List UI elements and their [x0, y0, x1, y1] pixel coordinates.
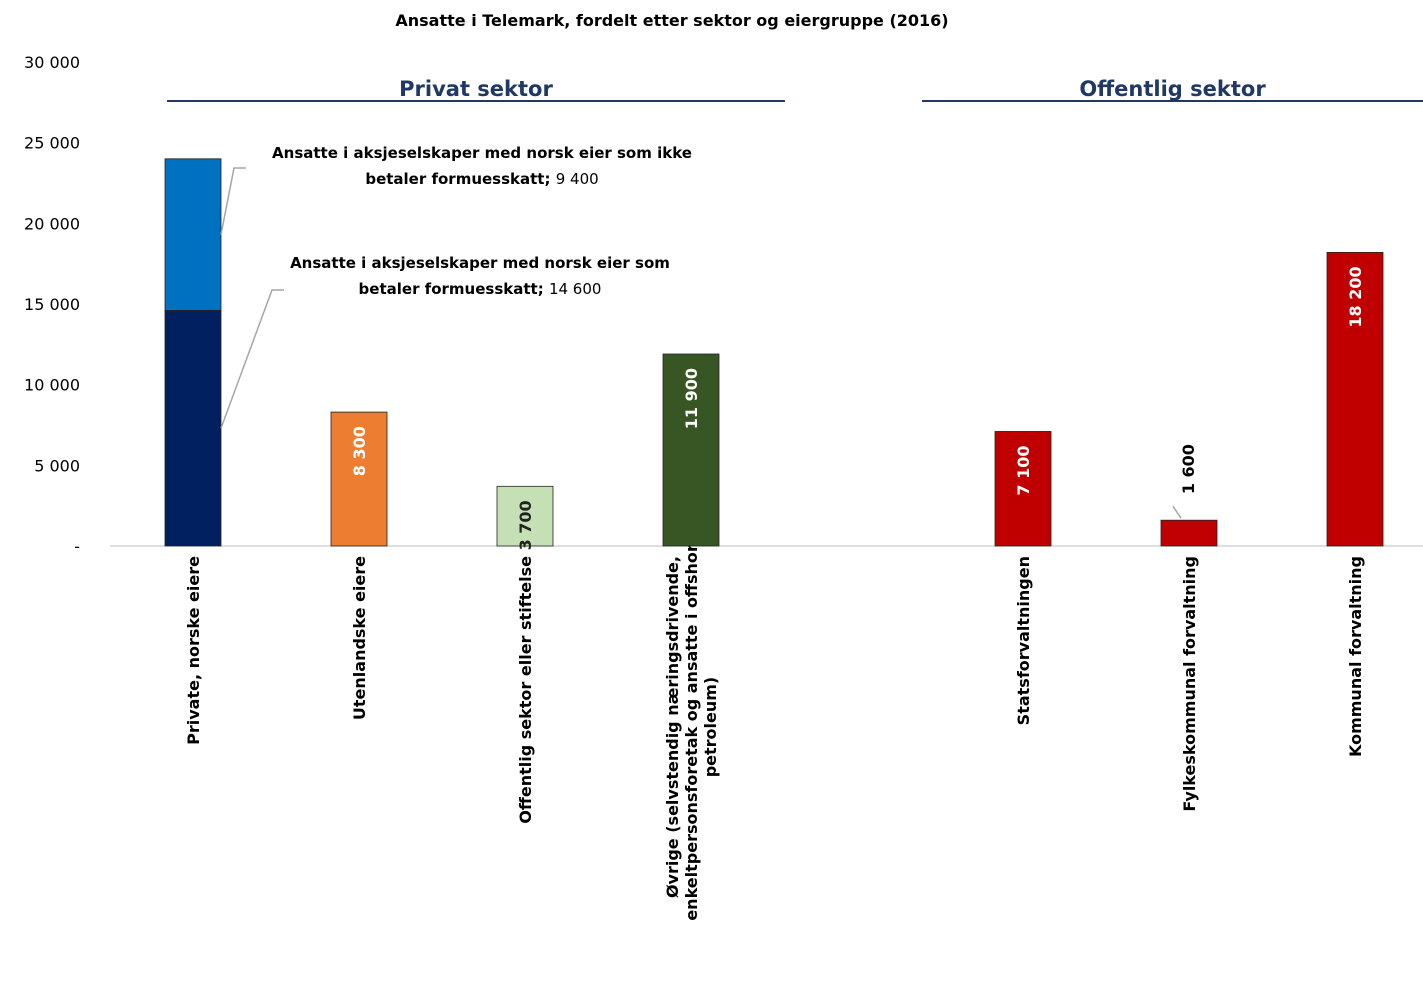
label: Ansatte i aksjeselskaper med norsk eier …: [290, 254, 670, 298]
section-label: Offentlig sektor: [1079, 77, 1266, 101]
value-label: 1 600: [1179, 444, 1198, 494]
bar: [1160, 519, 1218, 547]
leader-line: [1172, 505, 1182, 519]
chart-title: Ansatte i Telemark, fordelt etter sektor…: [395, 11, 948, 30]
value-label: 3 700: [516, 500, 535, 550]
label: Ansatte i aksjeselskaper med norsk eier …: [272, 144, 692, 188]
x-tick-label: Offentlig sektor eller stiftelse: [516, 556, 535, 824]
bar: [662, 353, 720, 547]
y-tick-label: 15 000: [24, 295, 80, 314]
label: 14 600: [548, 280, 602, 298]
leader-line: [220, 167, 246, 235]
x-tick-label: Øvrige (selvstendig næringsdrivende,enke…: [663, 533, 720, 920]
leader-line: [220, 289, 284, 429]
x-tick-label: Fylkeskommunal forvaltning: [1180, 556, 1199, 812]
annotation-text: Ansatte i aksjeselskaper med norsk eier …: [280, 250, 680, 302]
bar: [164, 158, 222, 311]
bar: [496, 485, 554, 547]
x-tick-label: Kommunal forvaltning: [1346, 556, 1365, 757]
bar: [994, 431, 1052, 547]
x-tick-label: Utenlandske eiere: [350, 556, 369, 720]
annotation: Ansatte i aksjeselskaper med norsk eier …: [280, 250, 680, 302]
x-tick-label: Private, norske eiere: [184, 556, 203, 745]
section-label: Privat sektor: [399, 77, 553, 101]
bar: [1326, 251, 1384, 547]
y-tick-label: 5 000: [34, 456, 80, 475]
y-tick-label: 10 000: [24, 376, 80, 395]
value-label: 11 900: [682, 368, 701, 429]
value-label: 7 100: [1014, 445, 1033, 495]
annotation: Ansatte i aksjeselskaper med norsk eier …: [262, 140, 702, 192]
value-label: 18 200: [1346, 266, 1365, 327]
annotation-text: Ansatte i aksjeselskaper med norsk eier …: [262, 140, 702, 192]
label: 9 400: [555, 170, 599, 188]
y-tick-label: -: [74, 537, 80, 556]
bar: [164, 310, 222, 547]
bar: [330, 411, 388, 547]
value-label: 8 300: [350, 426, 369, 476]
y-tick-label: 30 000: [24, 53, 80, 72]
y-tick-label: 25 000: [24, 134, 80, 153]
label: ;: [537, 280, 544, 298]
label: ;: [544, 170, 551, 188]
y-tick-label: 20 000: [24, 214, 80, 233]
x-tick-label: Statsforvaltningen: [1014, 556, 1033, 725]
